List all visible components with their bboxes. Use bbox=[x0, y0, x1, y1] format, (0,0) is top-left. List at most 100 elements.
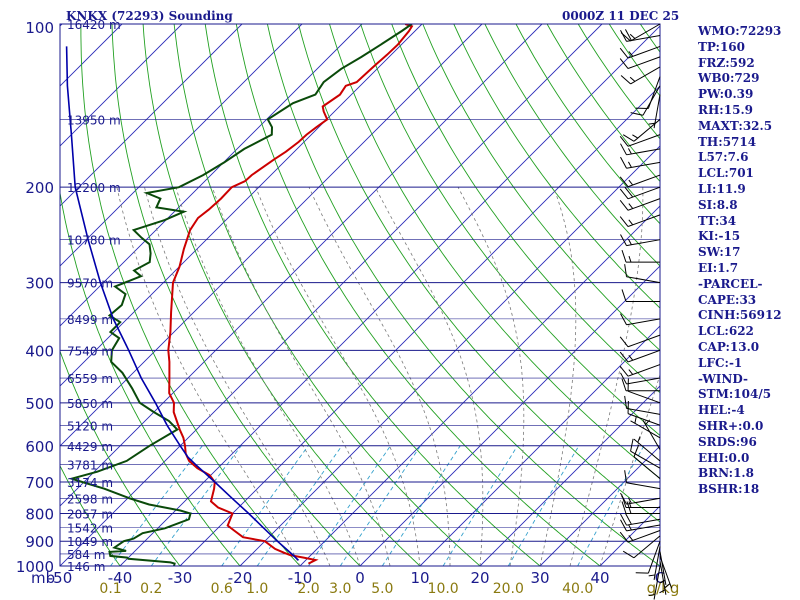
height-label: 3781 m bbox=[67, 459, 113, 473]
wind-barb-staff bbox=[627, 198, 661, 211]
mixing-ratio-line bbox=[577, 445, 645, 566]
wind-barb bbox=[624, 264, 661, 284]
wind-barb-flag bbox=[627, 238, 632, 245]
wind-barb-staff bbox=[626, 497, 661, 505]
wind-barb-staff bbox=[626, 239, 661, 247]
wind-barb-flag bbox=[621, 378, 627, 391]
wind-barb bbox=[624, 470, 661, 490]
wind-barb bbox=[620, 66, 661, 85]
wind-barb bbox=[659, 551, 667, 586]
isotherm-line bbox=[299, 205, 660, 566]
wind-barb-staff bbox=[626, 34, 661, 42]
wind-barb-staff bbox=[659, 556, 673, 589]
sounding-index: EI:1.7 bbox=[698, 260, 739, 275]
isotherm-line bbox=[359, 265, 660, 566]
wind-barb bbox=[619, 349, 661, 363]
dry-adiabat-line bbox=[80, 24, 301, 566]
dry-adiabat-line bbox=[142, 24, 421, 566]
height-label: 4429 m bbox=[67, 440, 113, 454]
sounding-index: TH:5714 bbox=[698, 134, 757, 149]
wind-barb-flag bbox=[645, 419, 651, 425]
wind-barb bbox=[619, 530, 661, 543]
wind-barb-flag bbox=[619, 200, 629, 211]
isotherm-line bbox=[60, 24, 423, 387]
temperature-label: 20 bbox=[470, 569, 489, 587]
wind-barb-flag bbox=[620, 156, 627, 169]
dewpoint-trace bbox=[68, 24, 413, 566]
wind-barb bbox=[619, 56, 661, 69]
isotherm-line bbox=[239, 145, 660, 566]
pressure-label: 900 bbox=[25, 533, 54, 551]
wind-barb-flag bbox=[632, 134, 639, 139]
sounding-index: -PARCEL- bbox=[698, 276, 763, 291]
dry-adiabat-line bbox=[204, 24, 541, 566]
mixing-ratio-label: 3.0 bbox=[329, 581, 351, 597]
dry-adiabat-line bbox=[298, 24, 660, 523]
sounding-index: SHR+:0.0 bbox=[698, 418, 764, 433]
wind-barb-staff bbox=[630, 23, 661, 42]
wind-barb-flag bbox=[659, 579, 666, 584]
wind-barb-flag bbox=[630, 438, 634, 452]
wind-barb-flag bbox=[648, 574, 656, 577]
wind-barb bbox=[620, 156, 661, 169]
wind-barb-flag bbox=[627, 524, 632, 531]
wind-barb bbox=[619, 198, 661, 211]
height-label: 584 m bbox=[67, 548, 105, 562]
wind-barb-staff bbox=[627, 134, 661, 147]
wind-barb bbox=[621, 501, 660, 514]
wind-barb-flag bbox=[619, 47, 629, 59]
wind-barb bbox=[659, 561, 667, 595]
pressure-label: 1000 bbox=[16, 558, 54, 576]
wind-barb bbox=[648, 565, 661, 600]
wind-barb bbox=[621, 495, 660, 509]
wind-barb bbox=[630, 416, 661, 439]
wind-barb bbox=[619, 186, 661, 200]
isotherm-line bbox=[60, 24, 543, 507]
mixing-ratio-label: 20.0 bbox=[493, 581, 524, 597]
wind-barb bbox=[621, 289, 660, 302]
height-label: 6559 m bbox=[67, 372, 113, 386]
height-label: 16420 m bbox=[67, 18, 121, 32]
moist-adiabat-line bbox=[255, 187, 421, 566]
mixing-ratio-label: 40.0 bbox=[562, 581, 593, 597]
isotherm-line bbox=[419, 325, 660, 566]
wind-barb-flag bbox=[628, 354, 634, 361]
sounding-index: CAP:13.0 bbox=[698, 339, 760, 354]
wind-barb bbox=[620, 492, 661, 505]
wind-barb-flag bbox=[619, 531, 629, 543]
temperature-label: 40 bbox=[590, 569, 609, 587]
valid-time: 0000Z 11 DEC 25 bbox=[562, 9, 680, 23]
wind-barb bbox=[619, 174, 661, 188]
wind-barb-staff bbox=[642, 419, 661, 450]
wind-barb-flag bbox=[628, 535, 634, 541]
wind-barb-flag bbox=[630, 112, 644, 116]
wind-barb-flag bbox=[629, 33, 636, 39]
wind-barb bbox=[620, 313, 661, 326]
wind-barb bbox=[633, 444, 661, 480]
wind-barb-flag bbox=[627, 148, 632, 155]
height-label: 1542 m bbox=[67, 522, 113, 536]
moist-adiabat-line bbox=[144, 187, 331, 566]
station-title: KNKX (72293) Sounding bbox=[66, 9, 233, 23]
dry-adiabat-line bbox=[173, 24, 481, 566]
isotherm-line bbox=[179, 85, 660, 566]
height-label: 7540 m bbox=[67, 344, 113, 358]
isotherm-line bbox=[60, 24, 483, 447]
wind-barb-staff bbox=[627, 530, 661, 543]
wind-barb-flag bbox=[620, 143, 627, 156]
wind-barb-flag bbox=[619, 336, 629, 348]
wind-barb-staff bbox=[653, 546, 661, 580]
isotherm-line bbox=[60, 24, 363, 327]
sounding-index: MAXT:32.5 bbox=[698, 118, 773, 133]
sounding-index: LFC:-1 bbox=[698, 355, 743, 370]
wind-barb-staff bbox=[633, 456, 661, 480]
wind-barb bbox=[619, 45, 661, 59]
wind-barb bbox=[620, 519, 661, 532]
wind-barb-staff bbox=[626, 276, 661, 284]
sounding-index: PW:0.39 bbox=[698, 87, 754, 102]
wind-barb-flag bbox=[628, 51, 634, 57]
sounding-index: LCL:701 bbox=[698, 166, 754, 181]
wind-barb bbox=[627, 400, 661, 426]
temperature-label: -20 bbox=[228, 569, 253, 587]
wind-barb-staff bbox=[627, 334, 661, 348]
